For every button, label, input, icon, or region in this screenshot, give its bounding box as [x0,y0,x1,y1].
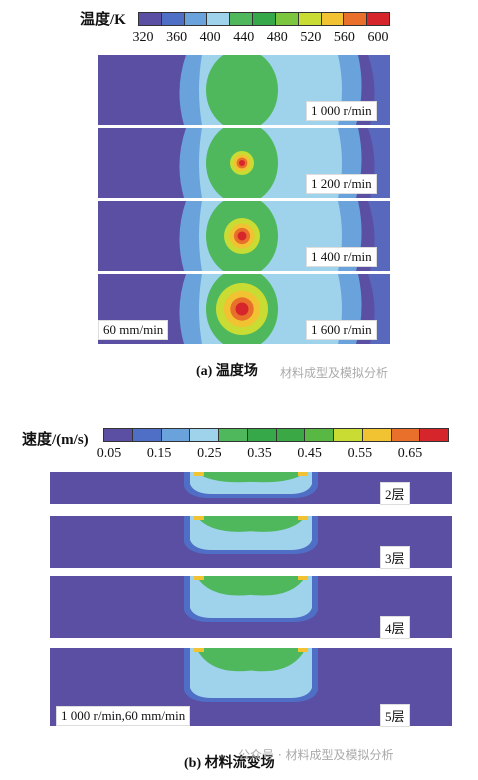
temperature-tick-6: 560 [333,30,355,45]
rotation-speed-label: 1 400 r/min [306,247,377,267]
velocity-swatch-1 [132,429,162,441]
temperature-tick-4: 480 [266,30,288,45]
layer-label: 2层 [380,482,410,505]
velocity-caption: (b) 材料流变场 [184,756,275,771]
rotation-speed-label: 1 000 r/min [306,101,377,121]
temperature-swatch-3 [207,13,231,25]
temperature-color-bar [138,12,390,26]
velocity-tick-5: 0.55 [347,446,373,461]
temperature-swatch-9 [344,13,368,25]
temperature-tick-2: 400 [199,30,221,45]
temperature-swatch-7 [298,13,322,25]
velocity-swatch-5 [247,429,277,441]
layer-label: 3层 [380,546,410,569]
velocity-swatch-10 [391,429,421,441]
temperature-legend-title: 温度/K [80,12,126,28]
watermark-bottom: 公众号 · 材料成型及模拟分析 [238,748,394,762]
temperature-swatch-1 [161,13,185,25]
layer-label: 5层 [380,704,410,727]
velocity-tick-0: 0.05 [96,446,122,461]
velocity-color-bar [103,428,449,442]
temperature-panel-0 [98,55,390,125]
velocity-swatch-2 [161,429,191,441]
temperature-tick-5: 520 [300,30,322,45]
temperature-tick-labels: 320 360 400 440 480 520 560 600 [0,30,478,48]
temperature-tick-7: 600 [367,30,389,45]
layer-label: 4层 [380,616,410,639]
temperature-tick-3: 440 [233,30,255,45]
velocity-tick-6: 0.65 [397,446,423,461]
velocity-swatch-9 [362,429,392,441]
velocity-tick-1: 0.15 [146,446,172,461]
velocity-swatch-7 [305,429,334,441]
rotation-speed-label: 1 200 r/min [306,174,377,194]
temperature-caption: (a) 温度场 [196,364,258,379]
temperature-swatch-10 [367,13,389,25]
velocity-swatch-3 [190,429,219,441]
velocity-legend-title: 速度/(m/s) [22,432,89,448]
temperature-tick-0: 320 [132,30,154,45]
velocity-tick-3: 0.35 [247,446,272,461]
temperature-swatch-8 [321,13,345,25]
temperature-swatch-2 [184,13,208,25]
feed-rate-label: 60 mm/min [98,320,169,340]
process-parameter-label: 1 000 r/min,60 mm/min [56,706,191,726]
velocity-panel-2 [50,576,452,638]
temperature-swatch-0 [139,13,162,25]
velocity-swatch-6 [276,429,306,441]
watermark-top: 材料成型及模拟分析 [280,366,389,380]
velocity-tick-labels: 0.05 0.15 0.25 0.35 0.45 0.55 0.65 [0,446,478,464]
rotation-speed-label: 1 600 r/min [306,320,377,340]
temperature-tick-1: 360 [166,30,188,45]
velocity-swatch-0 [104,429,133,441]
temperature-swatch-6 [275,13,299,25]
velocity-tick-4: 0.45 [297,446,322,461]
velocity-swatch-11 [420,429,448,441]
temperature-swatch-4 [230,13,254,25]
velocity-tick-2: 0.25 [197,446,222,461]
temperature-swatch-5 [253,13,276,25]
velocity-swatch-8 [334,429,363,441]
velocity-swatch-4 [219,429,248,441]
